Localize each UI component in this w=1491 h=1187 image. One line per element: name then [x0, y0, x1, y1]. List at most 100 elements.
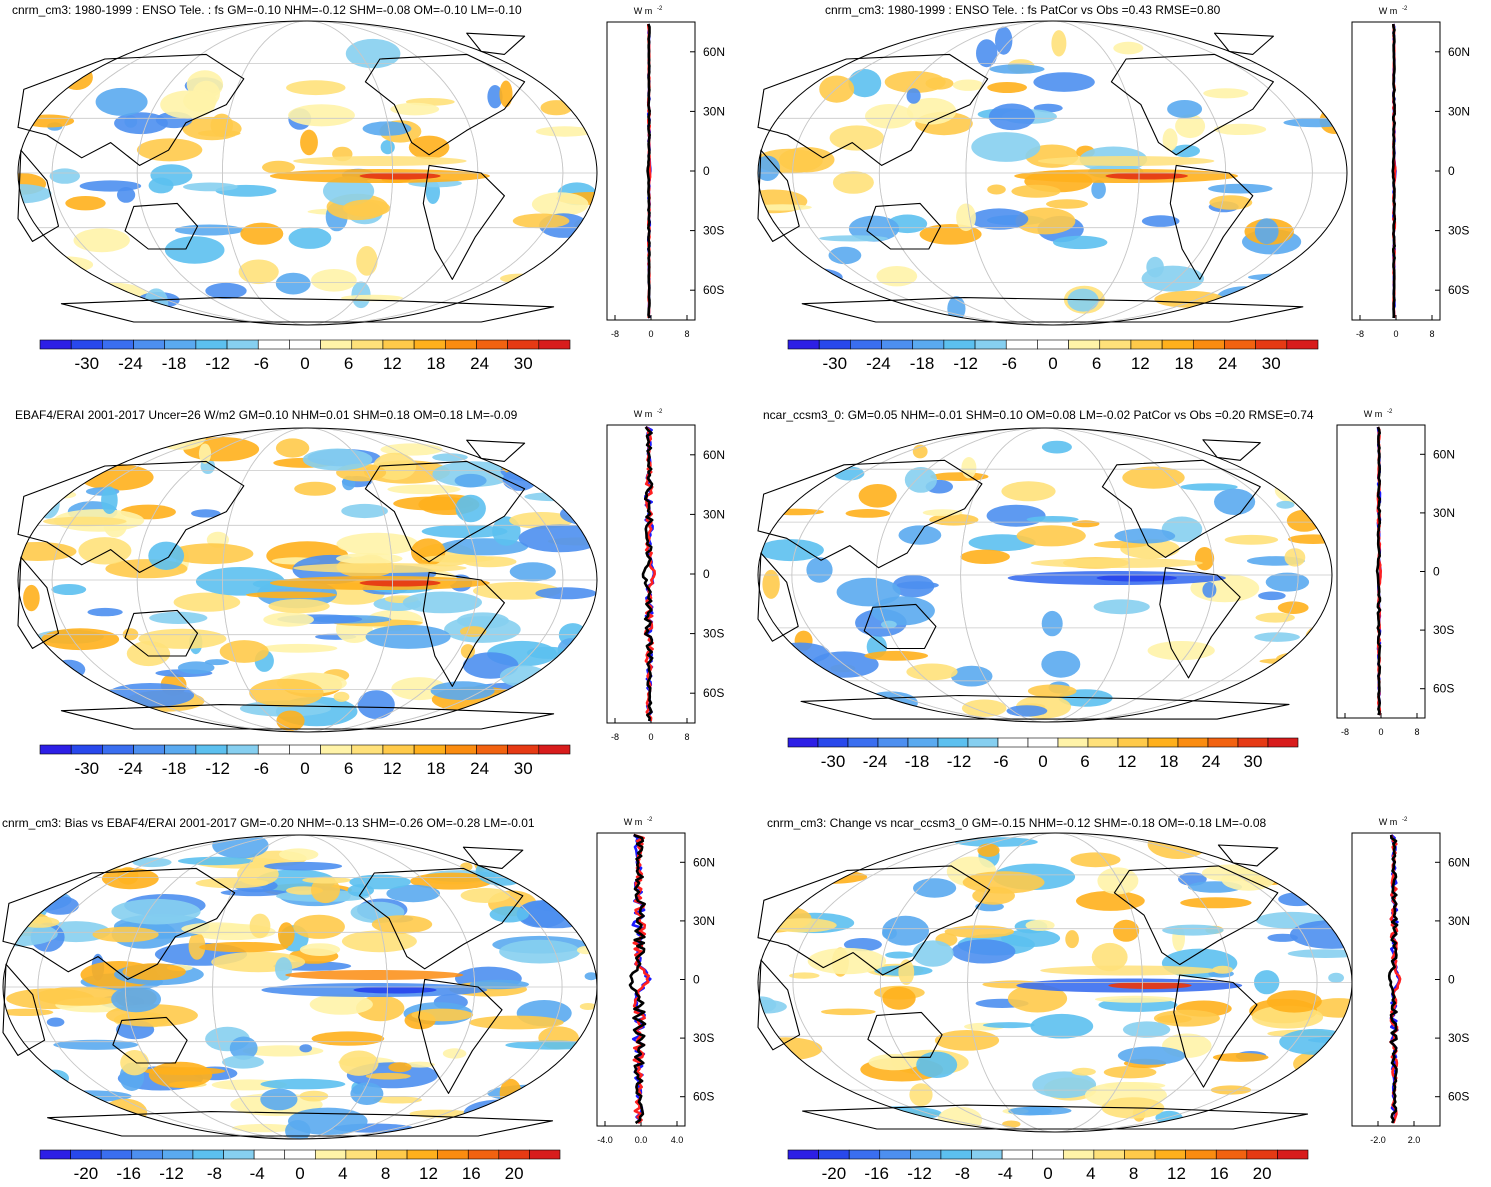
- lat-tick-label: 60N: [703, 448, 725, 462]
- lat-tick-label: 30N: [703, 104, 725, 118]
- field-blob: [95, 87, 148, 116]
- colorbar-segment: [382, 744, 415, 755]
- field-blob: [1141, 215, 1180, 227]
- field-blob: [1026, 516, 1079, 523]
- field-blob: [1175, 114, 1206, 139]
- field-blob: [1276, 500, 1295, 509]
- field-blob: [222, 1055, 264, 1069]
- field-blob: [380, 140, 395, 155]
- antarctica-coast: [60, 297, 555, 323]
- zonal-mean-plot: W m -2 60N 30N 0 30S 60S -4.0 0.0 4.0: [596, 817, 715, 1145]
- field-blob: [976, 39, 998, 68]
- zonal-x-tick-label: -2.0: [1370, 1135, 1386, 1145]
- field-blob: [80, 464, 154, 491]
- field-blob: [951, 939, 1016, 964]
- field-blob: [819, 75, 855, 103]
- field-blob: [1274, 475, 1323, 505]
- field-blob: [1298, 280, 1317, 287]
- field-blob: [1284, 548, 1306, 567]
- field-blob: [758, 886, 788, 917]
- field-blob: [977, 843, 1000, 857]
- colorbar-segment: [912, 339, 945, 350]
- field-blob: [906, 88, 921, 104]
- field-blob: [505, 282, 570, 302]
- field-blob: [1254, 218, 1279, 245]
- field-blob: [502, 468, 537, 491]
- colorbar-segment: [1037, 339, 1069, 350]
- zonal-x-tick-label: 0: [648, 329, 653, 339]
- field-blob: [1122, 466, 1185, 489]
- colorbar: -30 -24 -18 -12 -6 0 6 12 18 24 30: [39, 339, 571, 373]
- colorbar-label: -4: [998, 1164, 1013, 1183]
- field-blob: [1007, 984, 1068, 1013]
- colorbar-segment: [444, 339, 477, 350]
- colorbar-segment: [413, 339, 446, 350]
- field-blob: [1288, 481, 1310, 501]
- colorbar-segment: [787, 737, 819, 748]
- field-blob: [408, 135, 450, 160]
- colorbar-segment: [850, 339, 882, 350]
- colorbar-label: -12: [907, 1164, 932, 1183]
- colorbar-segment: [1267, 737, 1299, 748]
- colorbar-segment: [1068, 339, 1101, 350]
- field-blob: [177, 856, 253, 866]
- colorbar-segment: [39, 744, 72, 755]
- colorbar-label: -8: [207, 1164, 222, 1183]
- field-blob: [404, 1061, 435, 1068]
- colorbar-segment: [257, 744, 290, 755]
- colorbar-label: 6: [344, 354, 353, 373]
- zonal-x-tick-label: 8: [1429, 329, 1434, 339]
- colorbar-label: -18: [162, 759, 187, 778]
- colorbar-segment: [1005, 339, 1038, 350]
- colorbar-label: -6: [254, 354, 269, 373]
- lat-tick-label: 30S: [1448, 224, 1469, 238]
- field-blob: [1277, 601, 1309, 614]
- lat-tick-label: 60N: [1448, 45, 1470, 59]
- field-blob: [1033, 72, 1095, 92]
- colorbar-segment: [538, 744, 571, 755]
- colorbar-label: -30: [821, 752, 846, 771]
- field-blob: [19, 916, 60, 928]
- field-blob: [309, 994, 373, 1015]
- colorbar-label: 12: [1118, 752, 1137, 771]
- field-blob: [430, 681, 495, 701]
- field-blob: [769, 918, 837, 933]
- colorbar-segment: [226, 339, 259, 350]
- colorbar-segment: [351, 744, 384, 755]
- field-blob: [499, 939, 581, 964]
- colorbar-segment: [1255, 339, 1288, 350]
- greenland-coast: [466, 439, 526, 462]
- lat-tick-label: 60N: [1448, 855, 1470, 869]
- field-blob: [845, 509, 891, 518]
- colorbar-segment: [413, 744, 446, 755]
- panel-title: cnrm_cm3: Change vs ncar_ccsm3_0 GM=-0.1…: [767, 816, 1267, 830]
- eurasia-coast: [757, 53, 989, 166]
- zonal-diff-curve: [1391, 23, 1397, 319]
- lat-tick-label: 30S: [1433, 623, 1454, 637]
- colorbar-segment: [538, 339, 571, 350]
- field-blob: [1025, 919, 1055, 931]
- colorbar-label: 12: [383, 354, 402, 373]
- zonal-x-tick-label: 0: [1378, 727, 1383, 737]
- field-blob: [881, 620, 897, 629]
- antarctica-coast: [800, 694, 1290, 720]
- colorbar-segment: [476, 744, 508, 755]
- zonal-x-tick-label: 2.0: [1408, 1135, 1421, 1145]
- south-america-coast: [422, 571, 505, 687]
- field-blob: [500, 273, 539, 284]
- field-blob: [542, 838, 554, 857]
- field-blob: [758, 999, 787, 1014]
- lat-tick-label: 60S: [703, 686, 724, 700]
- field-blob: [1278, 892, 1317, 907]
- field-blob: [432, 453, 468, 462]
- colorbar-segment: [1177, 737, 1209, 748]
- field-blob: [758, 863, 818, 874]
- colorbar-segment: [102, 339, 134, 350]
- colorbar-label: 0: [295, 1164, 304, 1183]
- field-blob: [302, 448, 373, 471]
- field-blob: [930, 472, 989, 481]
- field-blob: [23, 114, 75, 128]
- field-blob: [1203, 88, 1249, 99]
- colorbar-segment: [507, 339, 540, 350]
- field-blob: [264, 861, 343, 871]
